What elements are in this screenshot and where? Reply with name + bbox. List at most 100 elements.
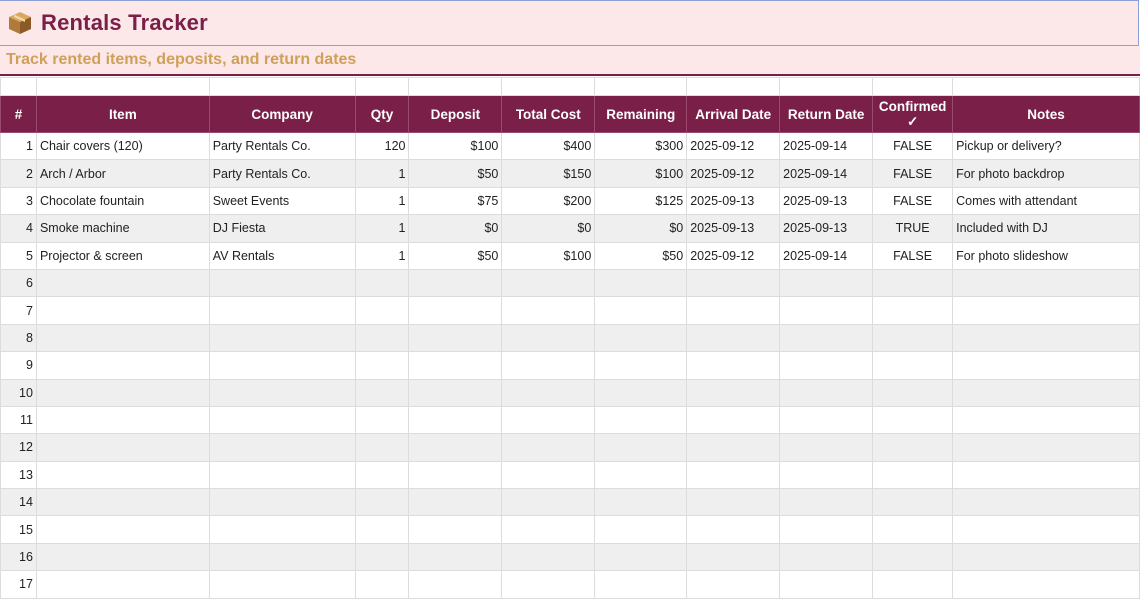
blank-cell[interactable] — [501, 77, 596, 96]
deposit-cell[interactable]: $0 — [408, 214, 503, 243]
company-cell[interactable] — [208, 433, 356, 462]
total-cost-cell[interactable] — [501, 351, 596, 380]
notes-cell[interactable] — [952, 351, 1140, 380]
confirmed-cell[interactable]: FALSE — [872, 159, 954, 188]
deposit-cell[interactable]: $50 — [408, 241, 503, 270]
deposit-cell[interactable]: $100 — [408, 131, 503, 161]
confirmed-cell[interactable]: FALSE — [872, 131, 954, 161]
qty-cell[interactable] — [354, 433, 410, 462]
remaining-cell[interactable] — [594, 570, 688, 599]
item-cell[interactable]: Arch / Arbor — [35, 159, 210, 188]
blank-cell[interactable] — [0, 77, 37, 96]
item-cell[interactable] — [35, 488, 210, 517]
confirmed-cell[interactable] — [872, 433, 954, 462]
notes-cell[interactable]: Included with DJ — [952, 214, 1140, 243]
notes-cell[interactable] — [952, 268, 1140, 298]
row-number-cell[interactable]: 6 — [0, 268, 37, 298]
column-header-return-date[interactable]: Return Date — [779, 95, 874, 133]
return-date-cell[interactable]: 2025-09-14 — [779, 131, 874, 161]
total-cost-cell[interactable] — [501, 488, 596, 517]
blank-cell[interactable] — [594, 77, 688, 96]
title-banner[interactable]: Rentals Tracker — [0, 0, 1139, 46]
item-cell[interactable] — [35, 542, 210, 572]
remaining-cell[interactable] — [594, 488, 688, 517]
notes-cell[interactable] — [952, 570, 1140, 599]
arrival-date-cell[interactable] — [686, 460, 781, 490]
row-number-cell[interactable]: 2 — [0, 159, 37, 188]
blank-cell[interactable] — [872, 77, 954, 96]
blank-cell[interactable] — [686, 77, 781, 96]
return-date-cell[interactable]: 2025-09-14 — [779, 159, 874, 188]
item-cell[interactable]: Smoke machine — [35, 214, 210, 243]
confirmed-cell[interactable]: FALSE — [872, 241, 954, 270]
company-cell[interactable] — [208, 405, 356, 435]
return-date-cell[interactable] — [779, 268, 874, 298]
blank-cell[interactable] — [408, 77, 503, 96]
remaining-cell[interactable] — [594, 405, 688, 435]
deposit-cell[interactable] — [408, 378, 503, 407]
company-cell[interactable]: Sweet Events — [208, 186, 356, 216]
remaining-cell[interactable] — [594, 515, 688, 544]
qty-cell[interactable]: 120 — [354, 131, 410, 161]
notes-cell[interactable]: Comes with attendant — [952, 186, 1140, 216]
row-number-cell[interactable]: 13 — [0, 460, 37, 490]
company-cell[interactable] — [208, 542, 356, 572]
qty-cell[interactable] — [354, 268, 410, 298]
notes-cell[interactable] — [952, 296, 1140, 325]
column-header-remaining[interactable]: Remaining — [594, 95, 688, 133]
item-cell[interactable] — [35, 405, 210, 435]
company-cell[interactable]: DJ Fiesta — [208, 214, 356, 243]
deposit-cell[interactable] — [408, 460, 503, 490]
deposit-cell[interactable] — [408, 515, 503, 544]
arrival-date-cell[interactable]: 2025-09-13 — [686, 214, 781, 243]
notes-cell[interactable]: For photo backdrop — [952, 159, 1140, 188]
total-cost-cell[interactable]: $400 — [501, 131, 596, 161]
item-cell[interactable] — [35, 378, 210, 407]
confirmed-cell[interactable] — [872, 296, 954, 325]
item-cell[interactable]: Projector & screen — [35, 241, 210, 270]
qty-cell[interactable] — [354, 515, 410, 544]
item-cell[interactable] — [35, 268, 210, 298]
remaining-cell[interactable] — [594, 460, 688, 490]
confirmed-cell[interactable] — [872, 542, 954, 572]
total-cost-cell[interactable] — [501, 570, 596, 599]
confirmed-cell[interactable] — [872, 323, 954, 353]
remaining-cell[interactable]: $300 — [594, 131, 688, 161]
remaining-cell[interactable]: $50 — [594, 241, 688, 270]
deposit-cell[interactable] — [408, 488, 503, 517]
arrival-date-cell[interactable]: 2025-09-13 — [686, 186, 781, 216]
remaining-cell[interactable] — [594, 323, 688, 353]
row-number-cell[interactable]: 1 — [0, 131, 37, 161]
remaining-cell[interactable] — [594, 296, 688, 325]
deposit-cell[interactable] — [408, 296, 503, 325]
company-cell[interactable]: Party Rentals Co. — [208, 131, 356, 161]
return-date-cell[interactable] — [779, 542, 874, 572]
return-date-cell[interactable]: 2025-09-13 — [779, 186, 874, 216]
company-cell[interactable] — [208, 268, 356, 298]
company-cell[interactable] — [208, 460, 356, 490]
arrival-date-cell[interactable] — [686, 433, 781, 462]
confirmed-cell[interactable] — [872, 378, 954, 407]
return-date-cell[interactable] — [779, 570, 874, 599]
qty-cell[interactable] — [354, 488, 410, 517]
column-header-confirmed[interactable]: Confirmed ✓ — [872, 95, 954, 133]
total-cost-cell[interactable] — [501, 268, 596, 298]
total-cost-cell[interactable] — [501, 460, 596, 490]
row-number-cell[interactable]: 14 — [0, 488, 37, 517]
row-number-cell[interactable]: 9 — [0, 351, 37, 380]
qty-cell[interactable] — [354, 378, 410, 407]
notes-cell[interactable] — [952, 323, 1140, 353]
return-date-cell[interactable]: 2025-09-14 — [779, 241, 874, 270]
column-header-total-cost[interactable]: Total Cost — [501, 95, 596, 133]
confirmed-cell[interactable] — [872, 268, 954, 298]
return-date-cell[interactable] — [779, 405, 874, 435]
arrival-date-cell[interactable] — [686, 296, 781, 325]
remaining-cell[interactable]: $100 — [594, 159, 688, 188]
item-cell[interactable] — [35, 570, 210, 599]
item-cell[interactable] — [35, 515, 210, 544]
remaining-cell[interactable] — [594, 268, 688, 298]
column-header-qty[interactable]: Qty — [354, 95, 410, 133]
item-cell[interactable] — [35, 460, 210, 490]
company-cell[interactable] — [208, 488, 356, 517]
total-cost-cell[interactable]: $150 — [501, 159, 596, 188]
